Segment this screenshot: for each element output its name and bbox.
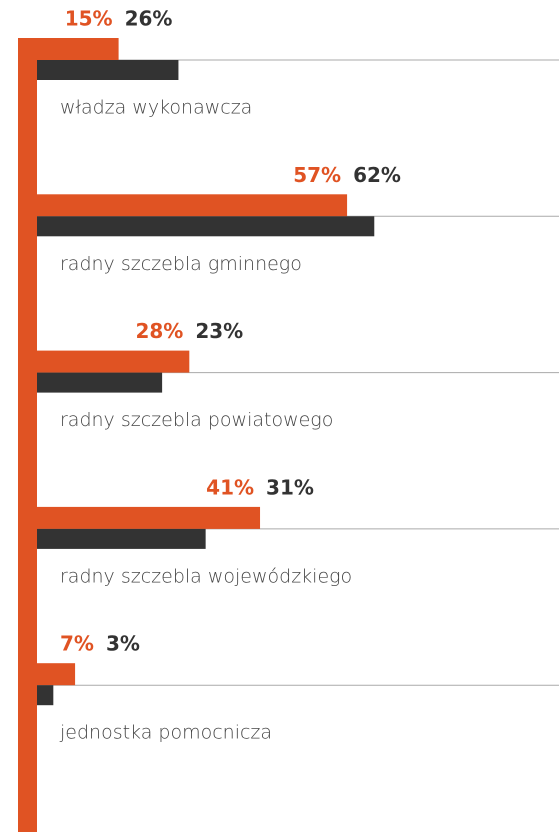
axis-bar [18,38,37,832]
category-label: radny szczebla powiatowego [60,409,333,431]
category-label: radny szczebla gminnego [60,253,302,275]
bar [37,350,190,373]
bar [37,528,206,549]
value-label: 23% [195,319,243,343]
bar [37,663,76,686]
category-label: władza wykonawcza [60,97,252,119]
category-label: jednostka pomocnicza [59,722,272,744]
value-label: 28% [135,319,183,343]
bar [37,194,348,217]
bar [37,60,179,80]
value-label: 3% [106,632,140,656]
value-label: 31% [266,475,314,499]
value-label: 62% [353,163,401,187]
bar [37,506,261,529]
bar [37,372,163,393]
bar [37,685,54,706]
value-label: 7% [60,632,94,656]
value-label: 57% [293,163,341,187]
category-label: radny szczebla wojewódzkiego [60,565,352,587]
bar [37,38,119,60]
value-label: 26% [125,7,173,31]
value-label: 15% [65,7,113,31]
value-label: 41% [206,475,254,499]
bar [37,216,375,237]
